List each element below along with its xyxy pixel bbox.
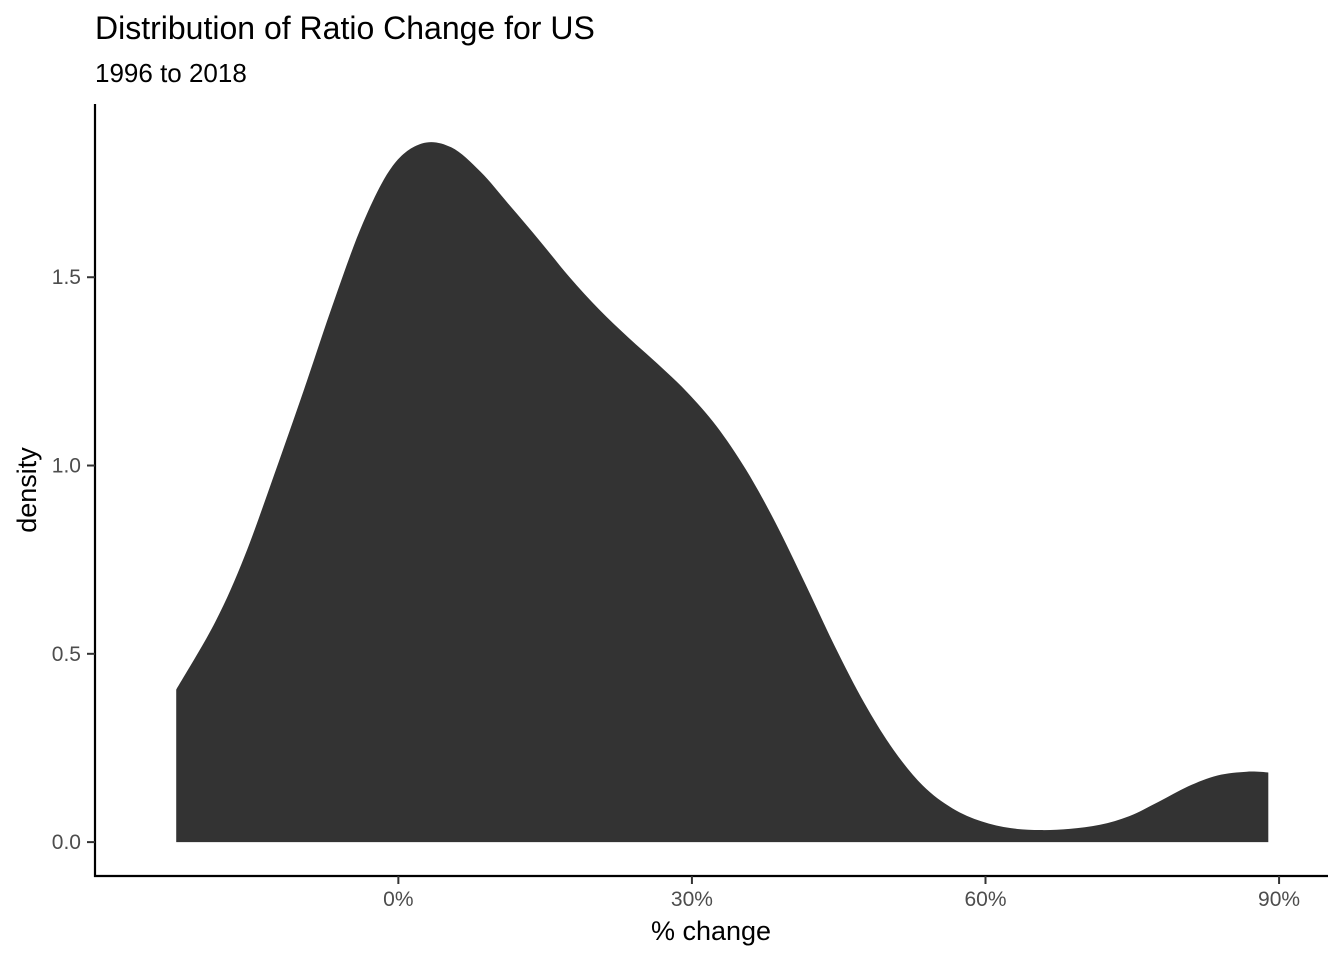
density-area-0 bbox=[176, 142, 1269, 843]
y-tick-label: 0.5 bbox=[52, 643, 81, 666]
y-tick-label: 1.5 bbox=[52, 266, 81, 289]
chart-subtitle: 1996 to 2018 bbox=[95, 58, 247, 88]
x-axis-title: % change bbox=[651, 916, 771, 946]
density-marks bbox=[176, 142, 1269, 843]
x-tick-label: 90% bbox=[1258, 888, 1300, 911]
chart-title: Distribution of Ratio Change for US bbox=[95, 10, 595, 46]
plot-area: 0% 30% 60% 90% 0.0 0.5 1.0 1.5 bbox=[52, 104, 1328, 911]
y-tick-label: 1.0 bbox=[52, 455, 81, 478]
x-tick-label: 0% bbox=[383, 888, 413, 911]
x-tick-label: 60% bbox=[964, 888, 1006, 911]
x-axis: 0% 30% 60% 90% bbox=[94, 874, 1328, 911]
x-tick-label: 30% bbox=[671, 888, 713, 911]
y-tick-label: 0.0 bbox=[52, 831, 81, 854]
y-axis: 0.0 0.5 1.0 1.5 bbox=[52, 104, 97, 877]
y-axis-title: density bbox=[12, 447, 42, 533]
